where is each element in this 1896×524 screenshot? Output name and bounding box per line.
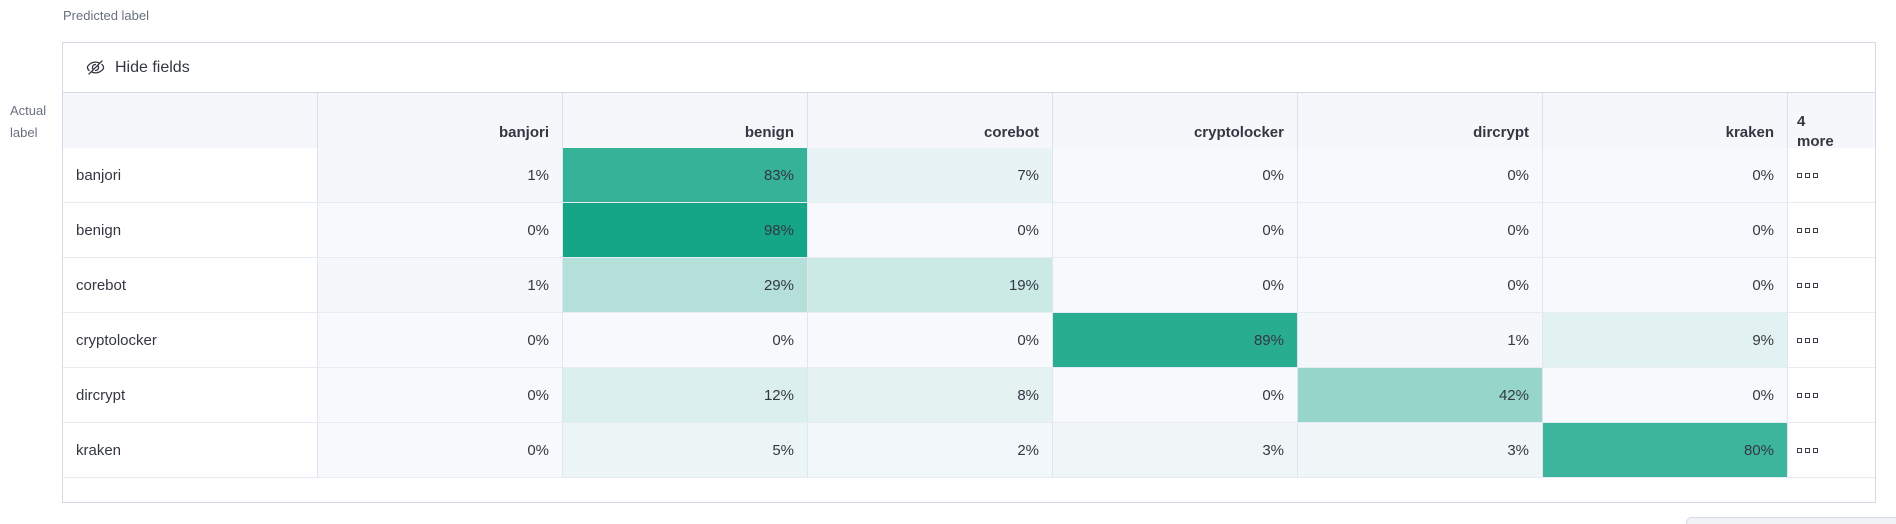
- more-cells-button-dircrypt[interactable]: [1788, 368, 1875, 423]
- more-count: 4: [1797, 113, 1806, 130]
- matrix-cell-cryptolocker-banjori[interactable]: 0%: [318, 313, 563, 368]
- actual-label-line2: label: [10, 125, 38, 140]
- matrix-cell-dircrypt-banjori[interactable]: 0%: [318, 368, 563, 423]
- row-label-dircrypt: dircrypt: [63, 368, 318, 423]
- matrix-cell-banjori-banjori[interactable]: 1%: [318, 148, 563, 203]
- matrix-cell-corebot-corebot[interactable]: 19%: [808, 258, 1053, 313]
- boxes-horizontal-icon: [1797, 447, 1818, 453]
- matrix-cell-dircrypt-benign[interactable]: 12%: [563, 368, 808, 423]
- more-cells-button-banjori[interactable]: [1788, 148, 1875, 203]
- matrix-cell-corebot-benign[interactable]: 29%: [563, 258, 808, 313]
- actual-label: Actual label: [10, 100, 46, 144]
- matrix-cell-benign-cryptolocker[interactable]: 0%: [1053, 203, 1298, 258]
- matrix-cell-kraken-banjori[interactable]: 0%: [318, 423, 563, 478]
- more-cells-button-corebot[interactable]: [1788, 258, 1875, 313]
- eye-closed-icon: [85, 58, 105, 78]
- boxes-horizontal-icon: [1797, 337, 1818, 343]
- row-label-banjori: banjori: [63, 148, 318, 203]
- row-label-corebot: corebot: [63, 258, 318, 313]
- matrix-cell-benign-banjori[interactable]: 0%: [318, 203, 563, 258]
- matrix-cell-benign-dircrypt[interactable]: 0%: [1298, 203, 1543, 258]
- matrix-cell-cryptolocker-cryptolocker[interactable]: 89%: [1053, 313, 1298, 368]
- matrix-cell-kraken-cryptolocker[interactable]: 3%: [1053, 423, 1298, 478]
- predicted-label: Predicted label: [63, 8, 149, 23]
- boxes-horizontal-icon: [1797, 227, 1818, 233]
- confusion-matrix-panel: Hide fields banjori benign corebot cryptolo…: [62, 42, 1876, 503]
- matrix-cell-corebot-kraken[interactable]: 0%: [1543, 258, 1788, 313]
- more-label: more: [1797, 133, 1834, 150]
- matrix-cell-kraken-kraken[interactable]: 80%: [1543, 423, 1788, 478]
- matrix-cell-dircrypt-dircrypt[interactable]: 42%: [1298, 368, 1543, 423]
- matrix-cell-benign-corebot[interactable]: 0%: [808, 203, 1053, 258]
- matrix-cell-cryptolocker-kraken[interactable]: 9%: [1543, 313, 1788, 368]
- matrix-cell-corebot-cryptolocker[interactable]: 0%: [1053, 258, 1298, 313]
- more-cells-button-kraken[interactable]: [1788, 423, 1875, 478]
- matrix-cell-kraken-benign[interactable]: 5%: [563, 423, 808, 478]
- boxes-horizontal-icon: [1797, 172, 1818, 178]
- more-cells-button-benign[interactable]: [1788, 203, 1875, 258]
- boxes-horizontal-icon: [1797, 392, 1818, 398]
- matrix-cell-banjori-cryptolocker[interactable]: 0%: [1053, 148, 1298, 203]
- actual-label-line1: Actual: [10, 103, 47, 118]
- matrix-cell-dircrypt-cryptolocker[interactable]: 0%: [1053, 368, 1298, 423]
- row-label-cryptolocker: cryptolocker: [63, 313, 318, 368]
- matrix-cell-kraken-dircrypt[interactable]: 3%: [1298, 423, 1543, 478]
- row-label-benign: benign: [63, 203, 318, 258]
- matrix-cell-banjori-corebot[interactable]: 7%: [808, 148, 1053, 203]
- matrix-cell-corebot-banjori[interactable]: 1%: [318, 258, 563, 313]
- matrix-cell-banjori-benign[interactable]: 83%: [563, 148, 808, 203]
- matrix-cell-cryptolocker-dircrypt[interactable]: 1%: [1298, 313, 1543, 368]
- matrix-cell-cryptolocker-corebot[interactable]: 0%: [808, 313, 1053, 368]
- boxes-horizontal-icon: [1797, 282, 1818, 288]
- matrix-cell-banjori-dircrypt[interactable]: 0%: [1298, 148, 1543, 203]
- more-cells-button-cryptolocker[interactable]: [1788, 313, 1875, 368]
- matrix-cell-dircrypt-kraken[interactable]: 0%: [1543, 368, 1788, 423]
- confusion-matrix-grid: banjori benign corebot cryptolocker dircrypt…: [63, 93, 1875, 478]
- matrix-cell-benign-benign[interactable]: 98%: [563, 203, 808, 258]
- matrix-cell-banjori-kraken[interactable]: 0%: [1543, 148, 1788, 203]
- matrix-cell-kraken-corebot[interactable]: 2%: [808, 423, 1053, 478]
- horizontal-scrollbar[interactable]: [1686, 517, 1896, 524]
- row-label-kraken: kraken: [63, 423, 318, 478]
- matrix-cell-benign-kraken[interactable]: 0%: [1543, 203, 1788, 258]
- matrix-cell-dircrypt-corebot[interactable]: 8%: [808, 368, 1053, 423]
- matrix-cell-cryptolocker-benign[interactable]: 0%: [563, 313, 808, 368]
- hide-fields-label: Hide fields: [115, 58, 190, 76]
- hide-fields-button[interactable]: Hide fields: [63, 43, 1875, 93]
- matrix-cell-corebot-dircrypt[interactable]: 0%: [1298, 258, 1543, 313]
